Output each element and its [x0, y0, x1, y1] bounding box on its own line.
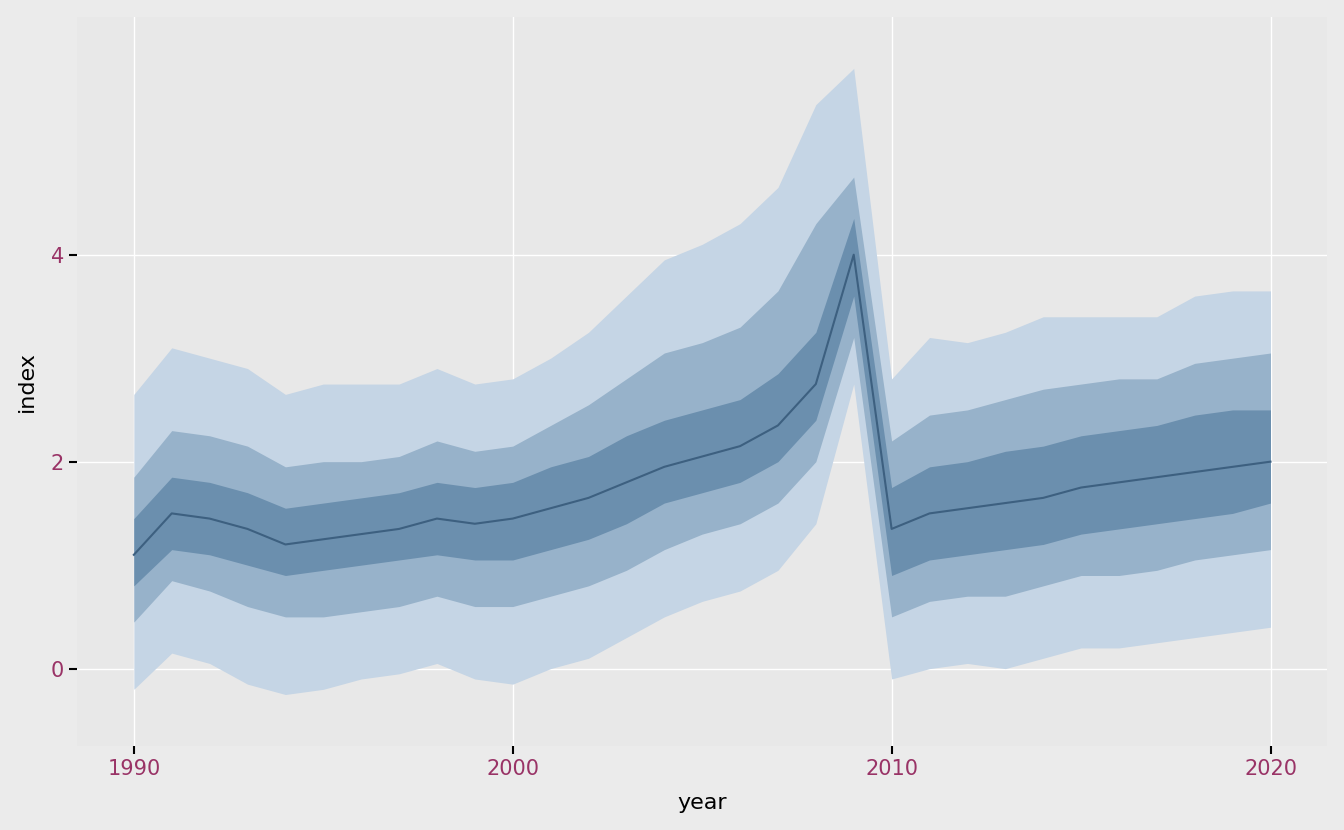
X-axis label: year: year	[677, 793, 727, 813]
Y-axis label: index: index	[16, 351, 36, 412]
